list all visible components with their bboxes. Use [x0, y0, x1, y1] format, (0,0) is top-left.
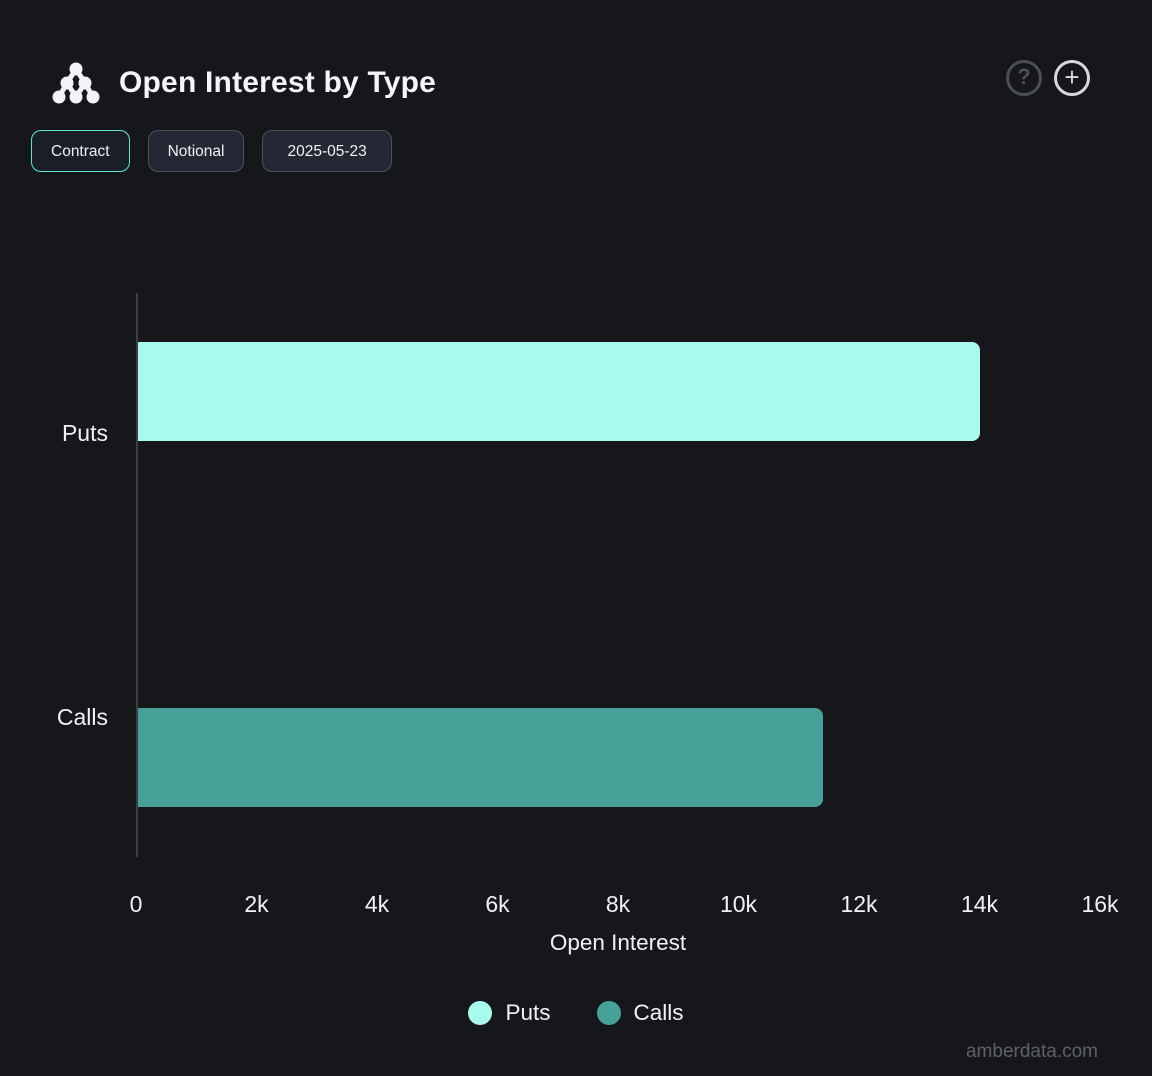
toolbar-button-contract[interactable]: Contract	[31, 130, 130, 172]
plus-icon: +	[1064, 61, 1080, 92]
help-button[interactable]: ?	[1006, 60, 1042, 96]
x-tick-label: 14k	[960, 891, 999, 917]
y-category-label-calls: Calls	[56, 704, 108, 730]
x-tick-label: 10k	[719, 891, 758, 917]
bar-puts[interactable]	[138, 342, 980, 441]
legend-marker-puts-icon	[468, 1001, 493, 1025]
x-tick-label: 0	[129, 891, 143, 917]
legend-item-puts[interactable]: Puts	[468, 1000, 551, 1026]
x-tick-label: 4k	[364, 891, 390, 917]
toolbar-button-2025-05-23[interactable]: 2025-05-23	[262, 130, 392, 172]
add-button[interactable]: +	[1054, 60, 1090, 96]
x-axis-title: Open Interest	[549, 930, 687, 955]
legend: Puts Calls	[0, 997, 1152, 1029]
amberdata-logo-icon	[52, 62, 100, 104]
y-axis-labels: Puts Calls	[0, 293, 108, 857]
legend-marker-calls-icon	[596, 1001, 621, 1025]
x-tick-label: 16k	[1081, 891, 1119, 917]
page-title: Open Interest by Type	[119, 66, 437, 99]
plot-area	[136, 293, 1100, 857]
x-axis-ticks: 0 2k 4k 6k 8k 10k 12k 14k 16k	[130, 888, 1119, 920]
x-tick-label: 2k	[244, 891, 269, 917]
x-tick-label: 12k	[840, 891, 878, 917]
legend-label: Puts	[505, 1000, 551, 1025]
toolbar: Contract Notional 2025-05-23	[31, 130, 392, 172]
watermark: amberdata.com	[965, 1041, 1098, 1062]
bar-calls[interactable]	[138, 708, 824, 807]
x-tick-label: 6k	[485, 891, 510, 917]
legend-item-calls[interactable]: Calls	[596, 1000, 684, 1026]
legend-label: Calls	[633, 1000, 684, 1025]
question-mark-icon: ?	[1017, 64, 1031, 89]
x-tick-label: 8k	[605, 891, 631, 917]
toolbar-button-notional[interactable]: Notional	[147, 130, 245, 172]
y-category-label-puts: Puts	[61, 420, 108, 446]
